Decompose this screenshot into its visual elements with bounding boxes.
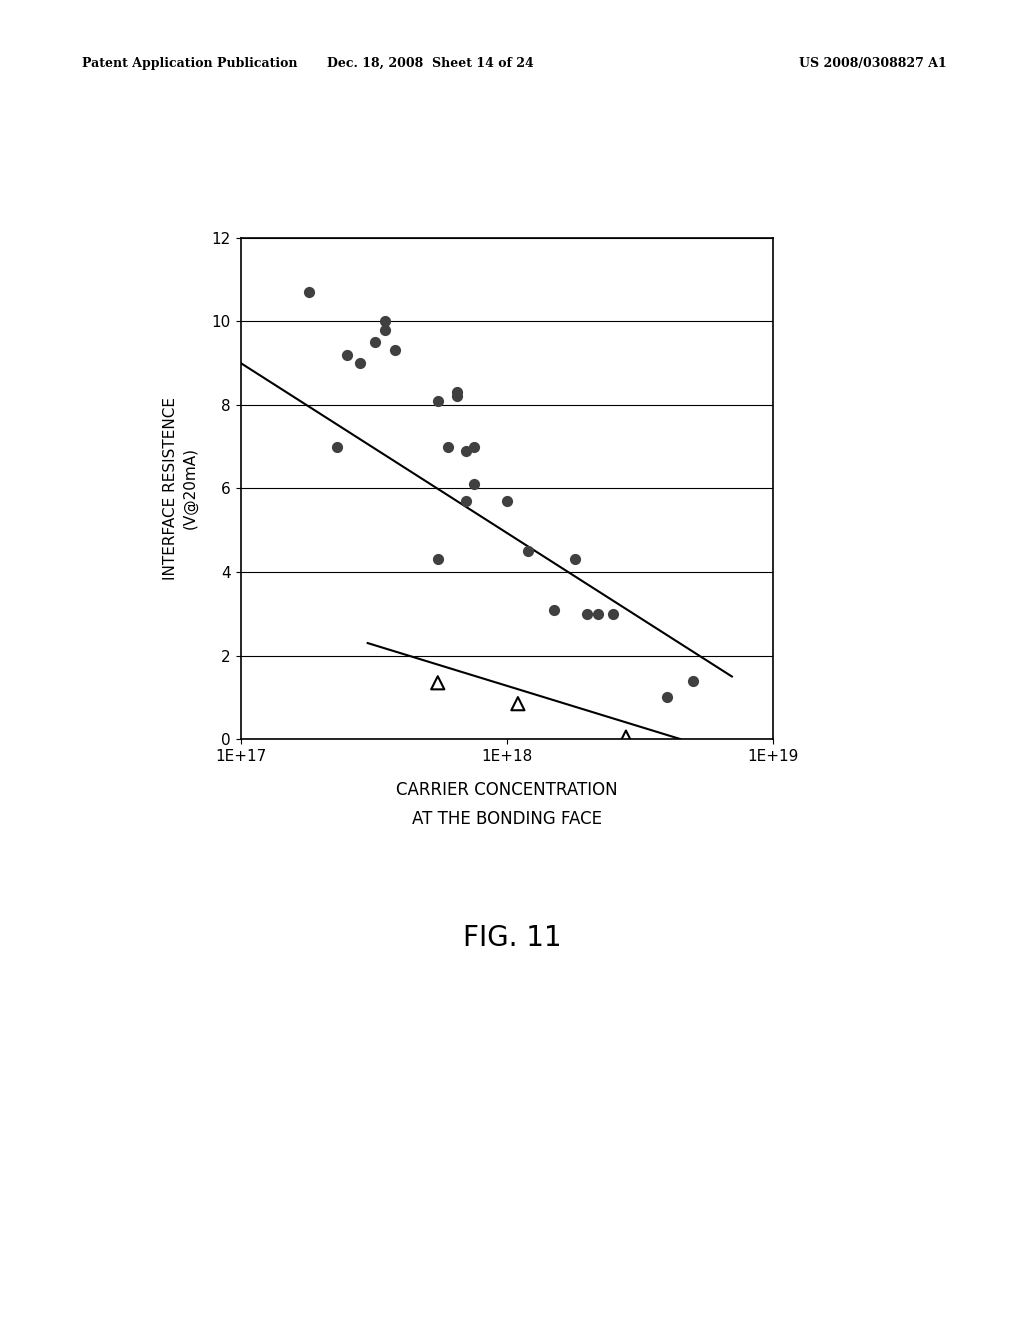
Point [659, 686, 676, 708]
Point [466, 474, 482, 495]
Point [458, 441, 474, 462]
Point [546, 599, 562, 620]
X-axis label: CARRIER CONCENTRATION
AT THE BONDING FACE: CARRIER CONCENTRATION AT THE BONDING FAC… [396, 780, 617, 828]
Point [466, 436, 482, 457]
Point [429, 549, 445, 570]
Point [338, 345, 354, 366]
Point [377, 310, 393, 331]
Point [579, 603, 595, 624]
Point [300, 281, 316, 302]
Text: US 2008/0308827 A1: US 2008/0308827 A1 [799, 57, 946, 70]
Text: Patent Application Publication: Patent Application Publication [82, 57, 297, 70]
Point [449, 381, 465, 403]
Y-axis label: INTERFACE RESISTENCE
(V@20mA): INTERFACE RESISTENCE (V@20mA) [163, 397, 198, 579]
Text: FIG. 11: FIG. 11 [463, 924, 561, 952]
Point [429, 672, 445, 693]
Point [449, 385, 465, 407]
Point [329, 436, 345, 457]
Point [566, 549, 583, 570]
Point [520, 541, 537, 562]
Point [685, 671, 701, 692]
Point [387, 339, 403, 360]
Point [439, 436, 456, 457]
Point [604, 603, 621, 624]
Point [617, 726, 634, 747]
Text: Dec. 18, 2008  Sheet 14 of 24: Dec. 18, 2008 Sheet 14 of 24 [327, 57, 534, 70]
Point [429, 389, 445, 411]
Point [510, 693, 526, 714]
Point [499, 490, 515, 511]
Point [458, 490, 474, 511]
Point [351, 352, 368, 374]
Point [367, 331, 383, 352]
Point [377, 319, 393, 341]
Point [590, 603, 606, 624]
